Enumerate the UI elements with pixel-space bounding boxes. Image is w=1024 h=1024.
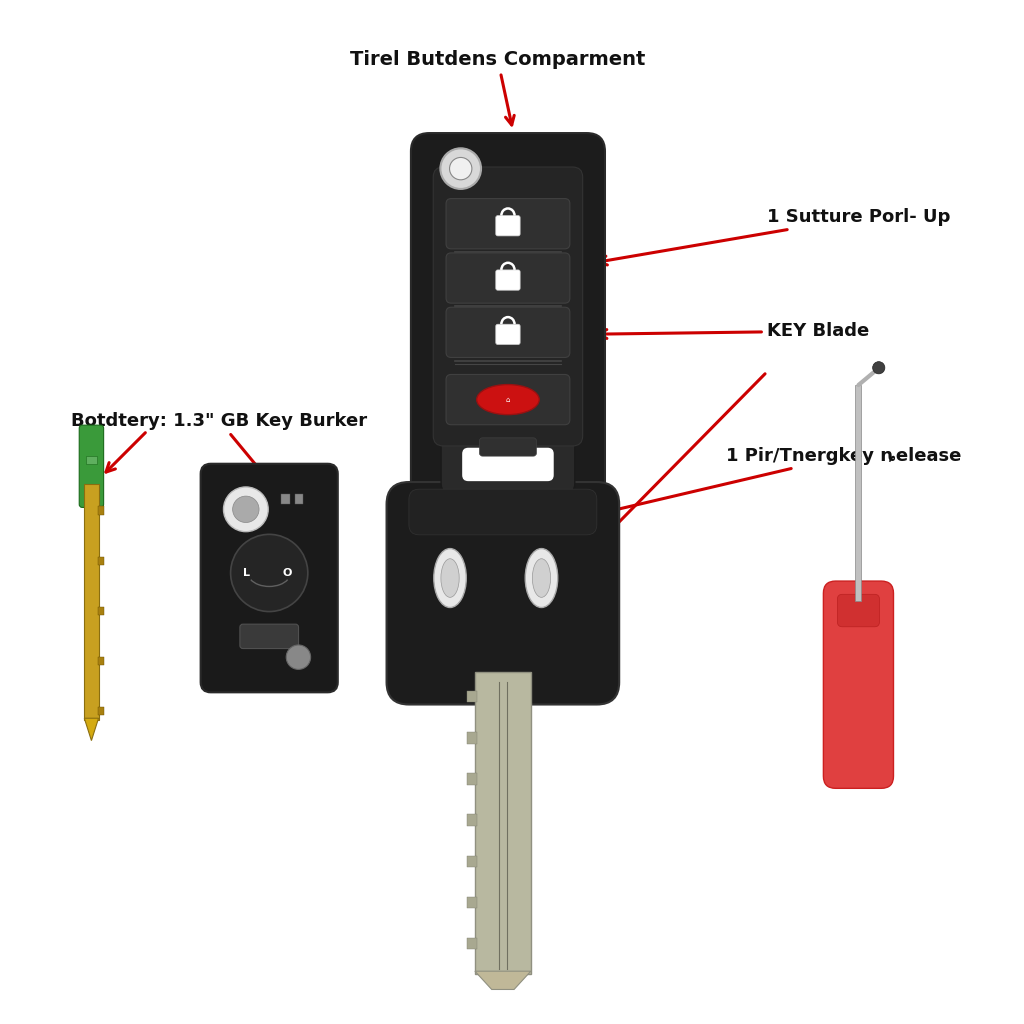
Text: 1 Sutture Porl- Up: 1 Sutture Porl- Up: [598, 209, 950, 265]
FancyBboxPatch shape: [838, 594, 880, 627]
Circle shape: [232, 496, 259, 522]
Bar: [467, 855, 477, 866]
Bar: [97, 557, 103, 564]
Polygon shape: [84, 718, 98, 740]
Bar: [97, 607, 103, 614]
FancyBboxPatch shape: [441, 435, 574, 494]
Bar: [97, 507, 103, 514]
Text: KEY Blade: KEY Blade: [598, 323, 869, 340]
Text: Botdtery: 1.3" GB Key Burker: Botdtery: 1.3" GB Key Burker: [71, 412, 368, 553]
Text: ⌂: ⌂: [506, 396, 510, 402]
Bar: [475, 672, 530, 974]
FancyBboxPatch shape: [386, 482, 620, 705]
Text: 1 Pir/Tnergkey ȵelease: 1 Pir/Tnergkey ȵelease: [535, 447, 962, 531]
Polygon shape: [475, 971, 530, 989]
Circle shape: [872, 361, 885, 374]
FancyBboxPatch shape: [411, 133, 605, 505]
Ellipse shape: [477, 385, 540, 415]
Text: O: O: [283, 568, 292, 578]
Circle shape: [287, 645, 310, 670]
Bar: [467, 814, 477, 825]
Bar: [295, 494, 303, 504]
Ellipse shape: [434, 549, 466, 607]
FancyBboxPatch shape: [201, 464, 338, 692]
Text: Tirel Butdens Comparment: Tirel Butdens Comparment: [350, 50, 645, 125]
FancyBboxPatch shape: [446, 199, 569, 249]
FancyBboxPatch shape: [79, 425, 103, 508]
Bar: [282, 494, 290, 504]
FancyBboxPatch shape: [462, 447, 554, 481]
Text: L: L: [244, 568, 250, 578]
Bar: [97, 707, 103, 715]
FancyBboxPatch shape: [823, 581, 894, 788]
Circle shape: [450, 158, 472, 180]
Bar: [467, 732, 477, 743]
Bar: [86, 456, 96, 464]
FancyBboxPatch shape: [496, 270, 520, 290]
Circle shape: [230, 535, 308, 611]
FancyBboxPatch shape: [409, 489, 597, 535]
Ellipse shape: [441, 559, 459, 597]
Bar: [467, 938, 477, 949]
FancyBboxPatch shape: [240, 625, 299, 648]
Ellipse shape: [532, 559, 551, 597]
FancyBboxPatch shape: [479, 438, 537, 456]
Bar: [855, 385, 861, 601]
FancyBboxPatch shape: [446, 307, 569, 357]
Bar: [97, 656, 103, 665]
FancyBboxPatch shape: [446, 253, 569, 303]
Circle shape: [440, 148, 481, 189]
FancyBboxPatch shape: [433, 167, 583, 446]
Bar: [467, 897, 477, 908]
Bar: [467, 773, 477, 784]
Bar: [84, 484, 98, 720]
FancyBboxPatch shape: [446, 375, 569, 425]
Ellipse shape: [525, 549, 558, 607]
Circle shape: [223, 487, 268, 531]
FancyBboxPatch shape: [496, 325, 520, 344]
Bar: [467, 691, 477, 702]
FancyBboxPatch shape: [496, 216, 520, 236]
